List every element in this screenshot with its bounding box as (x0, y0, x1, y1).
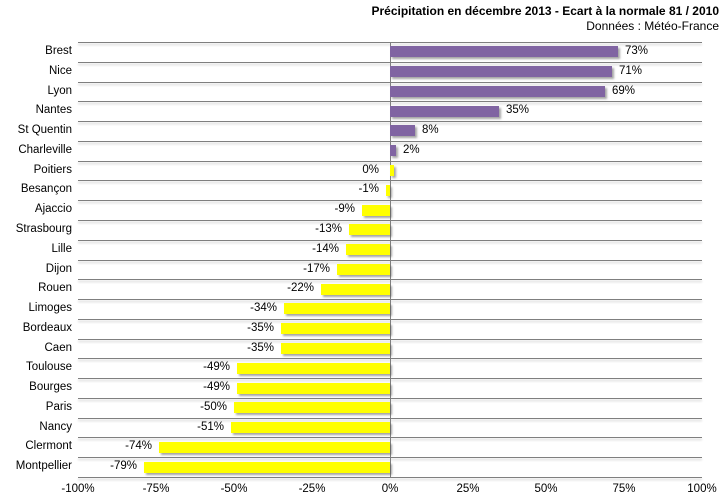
bar-value-label: -35% (247, 341, 274, 354)
data-bar (281, 323, 390, 335)
category-label: Ajaccio (34, 203, 72, 216)
category-label: Nantes (35, 104, 72, 117)
bar-value-label: -22% (287, 282, 314, 295)
bar-value-label: -34% (250, 302, 277, 315)
bar-value-label: -50% (200, 400, 227, 413)
data-bar (237, 362, 390, 374)
bar-value-label: -49% (203, 361, 230, 374)
bar-value-label: -51% (197, 420, 224, 433)
data-bar (284, 303, 390, 315)
category-label: Paris (45, 400, 72, 413)
chart-title: Précipitation en décembre 2013 - Ecart à… (371, 4, 719, 18)
x-axis-tick-label: -50% (220, 483, 248, 495)
category-label: Nice (48, 64, 72, 77)
plot-area: Brest 73% Nice 71% Lyon 69% Nantes 35% St Quenti… (16, 42, 717, 495)
category-label: Bordeaux (22, 321, 72, 334)
data-bar (390, 105, 499, 117)
bar-value-label: -9% (334, 203, 355, 216)
data-bar (390, 66, 612, 78)
category-label: Nancy (39, 420, 72, 433)
category-label: Strasbourg (15, 222, 72, 235)
category-label: Caen (44, 341, 73, 354)
bar-value-label: -35% (247, 321, 274, 334)
category-label: Limoges (28, 302, 72, 315)
data-bar (390, 85, 605, 97)
category-gridline (78, 477, 702, 478)
data-bar (144, 461, 390, 473)
bar-value-label: 8% (422, 124, 439, 137)
category-label: Toulouse (25, 361, 72, 374)
chart-subtitle: Données : Météo-France (586, 19, 719, 33)
bar-value-label: -14% (312, 242, 339, 255)
category-label: Bourges (29, 381, 72, 394)
category-label: Clermont (25, 440, 72, 453)
category-label: Montpellier (15, 460, 72, 473)
bar-value-label: 0% (362, 163, 379, 176)
zero-axis-line (390, 42, 391, 477)
category-label: St Quentin (17, 124, 72, 137)
bar-value-label: 71% (619, 64, 643, 77)
bar-value-label: -49% (203, 381, 230, 394)
x-axis-tick-label: -75% (142, 483, 170, 495)
x-axis-tick-label: 25% (456, 483, 480, 495)
category-label: Lyon (47, 84, 72, 97)
data-bar (390, 145, 396, 157)
category-label: Dijon (45, 262, 72, 275)
data-bar (281, 342, 390, 354)
data-bar (159, 441, 390, 453)
x-axis-tick-label: 50% (534, 483, 558, 495)
bar-value-label: -13% (315, 222, 342, 235)
bar-value-label: -1% (358, 183, 379, 196)
data-bar (346, 244, 390, 256)
category-label: Brest (45, 45, 72, 57)
data-bar (234, 402, 390, 414)
bar-value-label: -17% (303, 262, 330, 275)
data-bar (337, 263, 390, 275)
x-axis-tick-label: -100% (61, 483, 95, 495)
data-bar (321, 283, 390, 295)
bar-value-label: -79% (110, 460, 137, 473)
x-axis-tick-label: 0% (381, 483, 399, 495)
bar-value-label: 35% (506, 104, 530, 117)
bar-value-label: 73% (625, 45, 649, 57)
category-label: Lille (51, 242, 72, 255)
data-bar (362, 204, 390, 216)
data-bar (390, 165, 394, 177)
chart-title-block: Précipitation en décembre 2013 - Ecart à… (371, 3, 719, 34)
category-label: Besançon (20, 183, 72, 196)
data-bar (390, 125, 415, 137)
data-bar (231, 422, 390, 434)
category-label: Rouen (38, 282, 72, 295)
x-axis-tick-label: -25% (298, 483, 326, 495)
data-bar (390, 46, 618, 58)
data-bar (386, 184, 390, 196)
x-axis-tick-label: 75% (612, 483, 636, 495)
bar-value-label: 69% (612, 84, 636, 97)
x-axis-tick-label: 100% (687, 483, 717, 495)
data-bar (237, 382, 390, 394)
bar-value-label: 2% (403, 143, 420, 156)
category-label: Poitiers (33, 163, 72, 176)
data-bar (349, 224, 390, 236)
category-label: Charleville (18, 143, 72, 156)
bar-value-label: -74% (125, 440, 152, 453)
